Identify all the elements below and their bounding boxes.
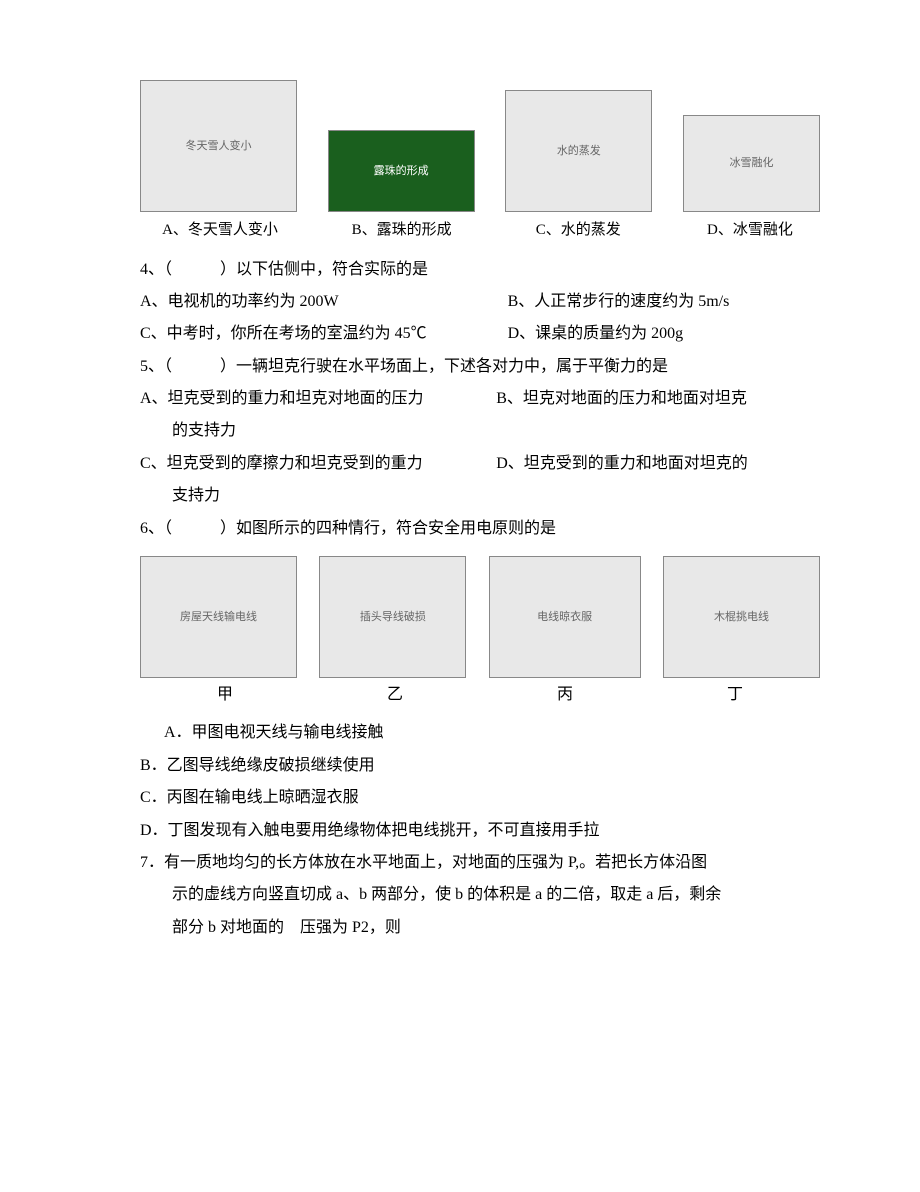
image-dewdrop: 露珠的形成 [328,130,475,212]
q5-opt-a1: A、坦克受到的重力和坦克对地面的压力 [140,384,496,414]
q3-image-row: 冬天雪人变小 露珠的形成 水的蒸发 冰雪融化 [140,80,820,212]
q6-label-c: 丙 [480,680,650,710]
image-snowman: 冬天雪人变小 [140,80,297,212]
q5-opt-a2: 的支持力 [140,416,820,446]
q6-label-a: 甲 [140,680,310,710]
q5-opt-b1: B、坦克对地面的压力和地面对坦克 [496,384,820,414]
q6-stem: 6、（ ）如图所示的四种情行，符合安全用电原则的是 [140,514,820,544]
image-stick-rescue: 木棍挑电线 [663,556,820,678]
q7-line3: 部分 b 对地面的 压强为 P2，则 [140,913,820,943]
q3-caption-b: B、露珠的形成 [327,216,477,245]
q4-opt-b: B、人正常步行的速度约为 5m/s [508,287,820,317]
q3-caption-d: D、冰雪融化 [680,216,820,245]
q6-opt-c: C．丙图在输电线上晾晒湿衣服 [140,783,820,813]
image-house-antenna: 房屋天线输电线 [140,556,297,678]
q4-opt-c: C、中考时，你所在考场的室温约为 45℃ [140,319,508,349]
q6-image-row: 房屋天线输电线 插头导线破损 电线晾衣服 木棍挑电线 [140,556,820,678]
q3-caption-a: A、冬天雪人变小 [140,216,300,245]
q5-opt-d2: 支持力 [140,481,820,511]
q6-opt-b: B．乙图导线绝缘皮破损继续使用 [140,751,820,781]
q5-opt-d1: D、坦克受到的重力和地面对坦克的 [496,449,820,479]
q4-opt-a: A、电视机的功率约为 200W [140,287,508,317]
q6-label-d: 丁 [650,680,820,710]
q5-opt-c1: C、坦克受到的摩擦力和坦克受到的重力 [140,449,496,479]
image-clothes-wire: 电线晾衣服 [489,556,641,678]
image-melting: 冰雪融化 [683,115,820,212]
q3-caption-row: A、冬天雪人变小 B、露珠的形成 C、水的蒸发 D、冰雪融化 [140,216,820,245]
q3-img-c: 水的蒸发 [505,90,652,212]
q3-caption-c: C、水的蒸发 [503,216,653,245]
q6-opt-d: D．丁图发现有入触电要用绝缘物体把电线挑开，不可直接用手拉 [140,816,820,846]
q5-stem: 5、（ ）一辆坦克行驶在水平场面上，下述各对力中，属于平衡力的是 [140,352,820,382]
q6-label-b: 乙 [310,680,480,710]
q4-stem: 4、（ ）以下估侧中，符合实际的是 [140,255,820,285]
q6-opt-a: A．甲图电视天线与输电线接触 [140,718,820,748]
q3-img-b: 露珠的形成 [328,130,475,212]
image-evaporation: 水的蒸发 [505,90,652,212]
q7-line1: 7．有一质地均匀的长方体放在水平地面上，对地面的压强为 P,。若把长方体沿图 [140,848,820,878]
q3-img-d: 冰雪融化 [683,115,820,212]
q4-opt-d: D、课桌的质量约为 200g [508,319,820,349]
q3-img-a: 冬天雪人变小 [140,80,297,212]
image-plug-broken: 插头导线破损 [319,556,466,678]
q7-line2: 示的虚线方向竖直切成 a、b 两部分，使 b 的体积是 a 的二倍，取走 a 后… [140,880,820,910]
q6-label-row: 甲 乙 丙 丁 [140,680,820,710]
